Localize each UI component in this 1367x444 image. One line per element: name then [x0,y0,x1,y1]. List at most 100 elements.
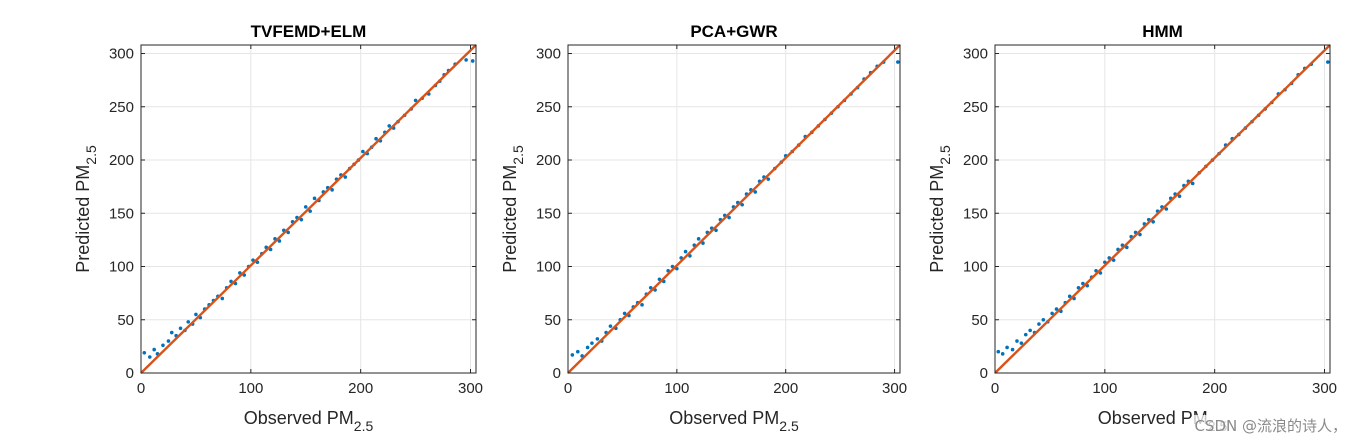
scatter-point [464,58,468,62]
scatter-point [766,177,771,181]
y-tick-label: 150 [109,205,134,222]
y-axis-label: Predicted PM2.5 [500,145,526,273]
scatter-point [308,209,312,213]
fit-line [567,44,901,374]
scatter-point [1019,341,1024,345]
scatter-point [727,215,731,220]
scatter-point [1023,332,1028,337]
y-tick-label: 150 [536,205,561,222]
scatter-point [1151,219,1155,224]
scatter-point [570,353,575,357]
scatter-point [1050,311,1054,316]
scatter-point [1037,322,1041,326]
x-axis-label: Observed PM2.5 [244,408,374,434]
y-tick-label: 150 [963,205,988,222]
scatter-point [161,343,165,348]
scatter-point [1028,328,1032,333]
scatter-point [299,217,304,222]
y-tick-label: 50 [544,312,561,329]
scatter-point [1164,207,1169,211]
scatter-point [220,296,225,301]
scatter-point [1138,232,1142,237]
x-tick-label: 300 [882,380,907,397]
scatter-point [1326,60,1330,64]
x-tick-label: 100 [1092,380,1117,397]
scatter-point [896,60,900,64]
y-tick-label: 0 [980,365,988,382]
scatter-point [714,228,718,233]
scatter-point [330,188,334,192]
scatter-point [361,149,365,154]
x-tick-label: 100 [238,380,263,397]
scatter-point [1015,339,1019,343]
y-tick-label: 0 [553,365,561,382]
y-tick-label: 250 [963,99,988,116]
scatter-point [1177,194,1182,199]
y-tick-label: 300 [536,46,561,63]
fit-line [994,44,1331,374]
y-tick-label: 50 [971,312,988,329]
scatter-point [147,355,152,359]
x-axis-label: Observed PM2.5 [669,408,799,434]
scatter-point [1010,347,1015,352]
scatter-point [413,98,418,103]
scatter-point [590,341,594,345]
scatter-point [194,312,198,317]
scatter-point [1054,307,1059,311]
scatter-point [166,339,171,343]
axes-frame [140,44,477,374]
scatter-point [640,303,644,307]
scatter-point [343,175,348,179]
y-tick-label: 200 [963,152,988,169]
scatter-panel-1: 0 100 200 300 0 50 100 150 200 250 300 TVFEMD+ELM Ob… [73,22,483,434]
scatter-point [142,350,147,355]
y-tick-label: 100 [536,259,561,276]
scatter-point [312,196,317,201]
scatter-point [1067,294,1072,299]
scatter-panel-3: 0 100 200 300050100150200250300HMMObserved … [927,22,1337,434]
x-tick-label: 0 [137,380,145,397]
y-tick-label: 300 [109,46,134,63]
fit-line [140,44,477,374]
scatter-point [740,202,744,207]
scatter-point [696,237,701,241]
scatter-point [1190,181,1195,186]
x-tick-label: 0 [991,380,999,397]
scatter-point [186,320,191,324]
y-tick-label: 0 [126,365,134,382]
scatter-point [575,349,580,354]
watermark: CSDN @流浪的诗人， [1192,415,1349,436]
y-tick-label: 100 [963,259,988,276]
scatter-point [374,136,378,141]
y-tick-label: 200 [109,152,134,169]
scatter-point [1005,345,1009,350]
scatter-point [387,124,392,128]
axes-frame [994,44,1331,374]
scatter-point [595,337,600,341]
scatter-point [996,349,1001,354]
x-tick-label: 200 [773,380,798,397]
scatter-point [585,345,590,350]
scatter-point [178,326,183,331]
scatter-panel-2: 0 100 200 300 0 50 100 150 200 250 300 PCA+GWR Obser… [500,22,907,434]
y-tick-label: 100 [109,259,134,276]
scatter-point [622,311,627,316]
x-tick-label: 100 [664,380,689,397]
scatter-point [753,190,758,194]
scatter-point [152,347,156,352]
x-tick-label: 300 [1312,380,1337,397]
x-tick-label: 200 [348,380,373,397]
chart-title: PCA+GWR [690,22,777,41]
x-tick-label: 300 [458,380,483,397]
chart-title: HMM [1142,22,1183,41]
chart-title: TVFEMD+ELM [251,22,367,41]
y-tick-label: 250 [109,99,134,116]
x-tick-label: 200 [1202,380,1227,397]
y-axis-label: Predicted PM2.5 [73,145,99,273]
y-axis-label: Predicted PM2.5 [927,145,953,273]
x-tick-label: 0 [564,380,572,397]
y-tick-label: 250 [536,99,561,116]
scatter-point [470,59,475,63]
y-tick-label: 300 [963,46,988,63]
